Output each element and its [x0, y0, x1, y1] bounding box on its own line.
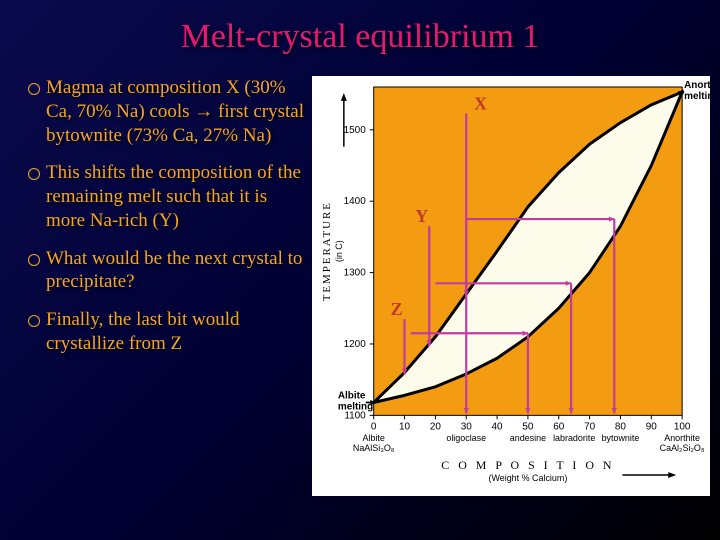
svg-text:(Weight % Calcium): (Weight % Calcium): [489, 473, 568, 483]
bullet-item: What would be the next crystal to precip…: [28, 247, 308, 295]
bullet-item: Magma at composition X (30% Ca, 70% Na) …: [28, 76, 308, 147]
slide: Melt-crystal equilibrium 1 Magma at comp…: [0, 0, 720, 540]
svg-text:CaAl₂Si₂O₈: CaAl₂Si₂O₈: [660, 443, 705, 453]
phase-diagram-chart: 11001200130014001500TEMPERATURE(in C)010…: [312, 76, 710, 496]
svg-text:20: 20: [430, 421, 442, 432]
svg-text:oligoclase: oligoclase: [446, 433, 486, 443]
bullet-item: This shifts the composition of the remai…: [28, 161, 308, 232]
svg-text:90: 90: [646, 421, 658, 432]
svg-text:melting: melting: [684, 91, 710, 102]
slide-title: Melt-crystal equilibrium 1: [0, 0, 720, 56]
svg-text:Anorthite: Anorthite: [684, 80, 710, 91]
content-row: Magma at composition X (30% Ca, 70% Na) …: [0, 56, 720, 496]
svg-text:X: X: [474, 93, 487, 113]
svg-text:labradorite: labradorite: [553, 433, 595, 443]
svg-text:40: 40: [492, 421, 504, 432]
svg-text:100: 100: [674, 421, 691, 432]
svg-text:50: 50: [522, 421, 534, 432]
svg-text:30: 30: [461, 421, 473, 432]
svg-text:(in C): (in C): [334, 240, 344, 262]
svg-text:1500: 1500: [344, 125, 367, 136]
svg-text:80: 80: [615, 421, 627, 432]
svg-text:Y: Y: [415, 206, 428, 226]
svg-text:Albite: Albite: [338, 391, 366, 402]
chart-svg: 11001200130014001500TEMPERATURE(in C)010…: [312, 76, 710, 496]
svg-text:1200: 1200: [344, 339, 367, 350]
svg-text:Anorthite: Anorthite: [664, 433, 700, 443]
svg-text:60: 60: [553, 421, 565, 432]
svg-text:1400: 1400: [344, 196, 367, 207]
svg-text:TEMPERATURE: TEMPERATURE: [321, 201, 333, 301]
bullet-item: Finally, the last bit would crystallize …: [28, 308, 308, 356]
svg-text:70: 70: [584, 421, 596, 432]
svg-text:10: 10: [399, 421, 411, 432]
svg-text:0: 0: [371, 421, 377, 432]
svg-text:1300: 1300: [344, 268, 367, 279]
bullet-list: Magma at composition X (30% Ca, 70% Na) …: [28, 76, 308, 496]
svg-text:Z: Z: [391, 299, 403, 319]
svg-text:NaAlSi₃O₈: NaAlSi₃O₈: [353, 443, 395, 453]
svg-text:bytownite: bytownite: [602, 433, 640, 443]
svg-text:C O M P O S I T I O N: C O M P O S I T I O N: [441, 458, 614, 472]
svg-text:Albite: Albite: [363, 433, 385, 443]
svg-text:andesine: andesine: [510, 433, 546, 443]
